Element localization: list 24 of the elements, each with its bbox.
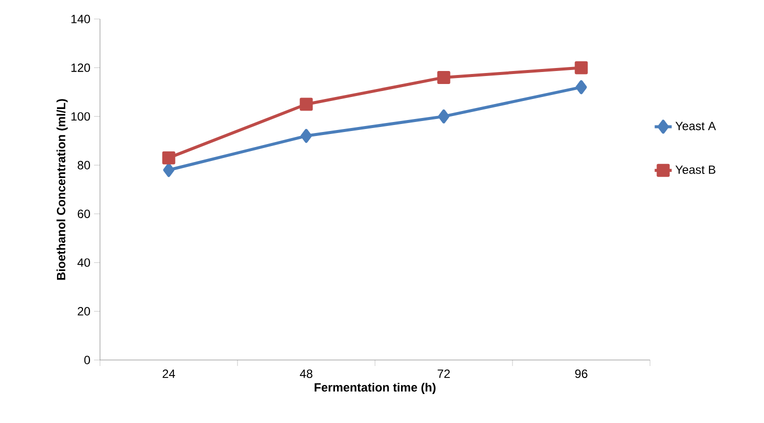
point [438, 109, 450, 124]
x-tick-label: 72 [438, 370, 450, 378]
legend-label: Yeast A [675, 122, 716, 130]
point [574, 61, 588, 74]
y-tick-label: 0 [84, 356, 90, 364]
y-tick-label: 60 [78, 210, 90, 218]
legend-label: Yeast B [675, 166, 716, 174]
y-tick-label: 20 [78, 307, 90, 316]
point [437, 70, 450, 84]
x-tick-label: 24 [162, 370, 176, 378]
x-axis-title: Fermentation time (h) [314, 382, 436, 394]
y-tick-label: 80 [78, 160, 90, 170]
y-axis-title: Bioethanol Concentration (ml/L) [56, 99, 68, 280]
x-tick-label: 48 [300, 370, 312, 378]
y-tick-label: 40 [77, 258, 90, 267]
y-tick-label: 100 [71, 112, 90, 121]
y-tick-label: 140 [71, 14, 90, 24]
point [162, 151, 176, 164]
point [300, 98, 313, 111]
x-tick-label: 96 [575, 370, 588, 378]
y-tick-label: 120 [71, 63, 90, 72]
point [163, 163, 174, 178]
point [576, 80, 587, 94]
point [300, 128, 312, 143]
